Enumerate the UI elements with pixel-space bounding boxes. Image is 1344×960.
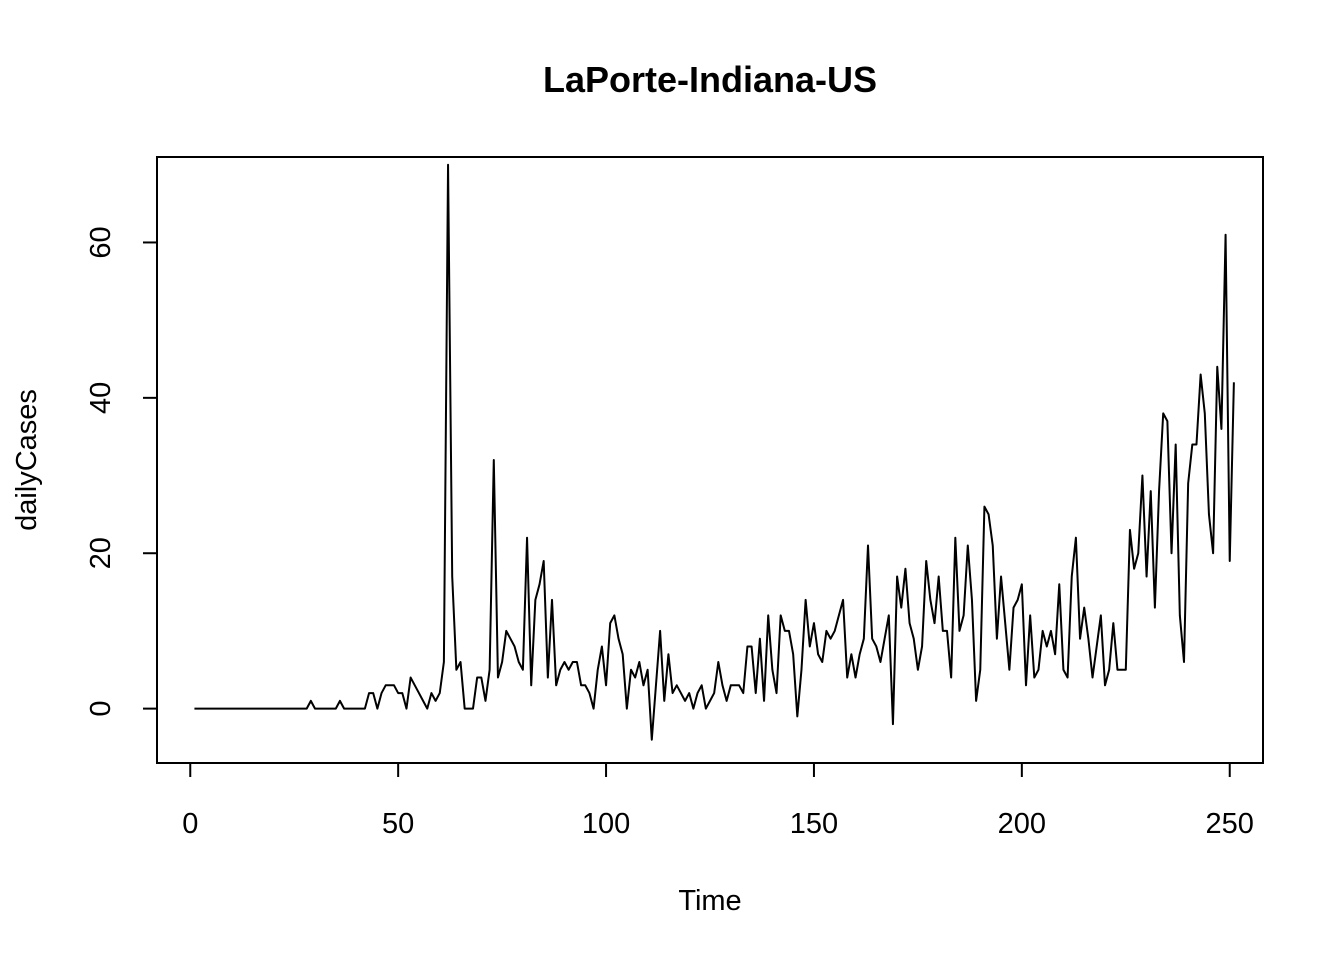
x-axis-label: Time <box>678 885 741 917</box>
y-tick-label: 20 <box>85 537 117 569</box>
y-tick-label: 0 <box>85 701 117 717</box>
y-axis-label: dailyCases <box>11 389 43 531</box>
series-line <box>194 163 1235 741</box>
x-tick-label: 150 <box>790 808 838 840</box>
x-tick-label: 100 <box>582 808 630 840</box>
y-tick-label: 40 <box>85 382 117 414</box>
x-tick-label: 50 <box>382 808 414 840</box>
x-tick-label: 200 <box>998 808 1046 840</box>
plot-frame <box>156 156 1264 764</box>
chart-title: LaPorte-Indiana-US <box>543 59 877 100</box>
y-axis: 0 20 40 60 <box>85 226 157 717</box>
x-axis: 0 50 100 150 200 250 <box>182 763 1254 840</box>
x-tick-label: 250 <box>1206 808 1254 840</box>
y-tick-label: 60 <box>85 226 117 258</box>
x-tick-label: 0 <box>182 808 198 840</box>
